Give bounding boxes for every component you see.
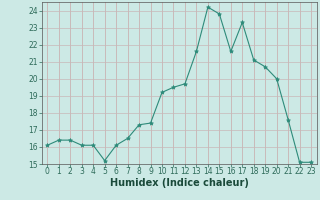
X-axis label: Humidex (Indice chaleur): Humidex (Indice chaleur) xyxy=(110,178,249,188)
